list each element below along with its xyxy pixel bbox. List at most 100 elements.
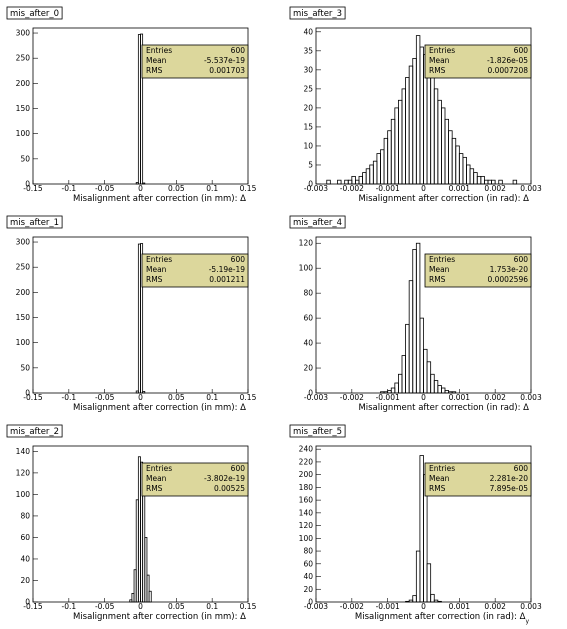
x-tick-label: 0.003 [520, 184, 542, 193]
x-tick-label: -0.05 [95, 184, 115, 193]
x-tick-label: -0.1 [62, 602, 77, 611]
x-tick-label: 0.002 [484, 393, 506, 402]
x-axis-label: Misalignment after correction (in mm): Δ [73, 403, 246, 413]
x-axis-label: Misalignment after correction (in rad): … [355, 612, 530, 625]
y-tick-label: 40 [303, 27, 313, 36]
x-tick-label: 0 [421, 184, 426, 193]
x-axis-label-text: Misalignment after correction (in mm): Δ [73, 403, 246, 413]
stats-label: Entries [429, 464, 455, 473]
histogram-panel: -0.15 -0.1 -0.05 0 0.05 0.1 0.15 0 50 100 150 200 25… [6, 215, 257, 413]
y-tick-label: 100 [299, 534, 314, 543]
y-tick-label: 80 [303, 289, 313, 298]
stats-value: 1.753e-20 [490, 265, 529, 274]
x-tick-label: -0.15 [23, 184, 43, 193]
y-tick-label: 0 [25, 389, 30, 398]
x-axis-label-text: Misalignment after correction (in rad): … [358, 194, 529, 204]
histogram-panel: -0.003 -0.002 -0.001 0 0.001 0.002 0.003 0 20 40 6… [289, 215, 542, 413]
y-tick-label: 100 [16, 490, 31, 499]
stats-label: Mean [429, 474, 450, 483]
histogram-bar [146, 574, 150, 603]
x-tick-label: 0 [421, 393, 426, 402]
histogram-bar [144, 537, 148, 603]
y-tick-label: 120 [299, 521, 314, 530]
y-tick-label: 300 [16, 29, 31, 38]
panel-title: mis_after_4 [293, 218, 342, 228]
stats-label: Mean [146, 474, 167, 483]
y-tick-label: 5 [308, 160, 313, 169]
x-axis-label: Misalignment after correction (in mm): Δ [73, 194, 246, 204]
stats-label: RMS [146, 275, 163, 284]
stats-value: -5.537e-19 [204, 56, 245, 65]
y-tick-label: 120 [16, 468, 31, 477]
y-tick-label: 300 [16, 238, 31, 247]
y-tick-label: 160 [299, 496, 314, 505]
x-axis-label: Misalignment after correction (in rad): … [358, 194, 529, 204]
panel-title: mis_after_0 [10, 9, 59, 19]
x-tick-label: 0 [138, 184, 143, 193]
stats-label: RMS [429, 275, 446, 284]
x-tick-label: -0.05 [95, 393, 115, 402]
x-tick-label: 0.15 [240, 393, 257, 402]
stats-value: 0.0007208 [487, 66, 528, 75]
stats-box [424, 44, 532, 79]
stats-label: Entries [146, 46, 172, 55]
y-tick-label: 140 [299, 508, 314, 517]
y-tick-label: 35 [303, 46, 313, 55]
x-axis-label-text: Misalignment after correction (in mm): Δ [73, 612, 246, 622]
stats-label: Mean [146, 265, 167, 274]
x-tick-label: -0.15 [23, 393, 43, 402]
title-box [6, 424, 63, 438]
x-tick-label: 0.002 [484, 602, 506, 611]
stats-value: 600 [231, 255, 246, 264]
histogram-bar [430, 593, 435, 603]
y-tick-label: 150 [16, 313, 31, 322]
y-tick-label: 20 [303, 585, 313, 594]
x-tick-label: 0.05 [168, 602, 185, 611]
stats-value: 600 [514, 46, 529, 55]
x-tick-label: 0.003 [520, 602, 542, 611]
x-tick-label: -0.002 [340, 393, 364, 402]
x-tick-label: 0.003 [520, 393, 542, 402]
x-tick-label: -0.05 [95, 602, 115, 611]
stats-value: 0.001211 [209, 275, 245, 284]
y-tick-label: 50 [20, 154, 30, 163]
title-box [289, 6, 346, 20]
stats-value: -3.802e-19 [204, 474, 245, 483]
histogram-bar [405, 600, 410, 603]
y-tick-label: 20 [303, 364, 313, 373]
stats-box [141, 462, 249, 497]
x-tick-label: 0.002 [484, 184, 506, 193]
stats-label: Entries [429, 46, 455, 55]
stats-value: 600 [514, 255, 529, 264]
x-tick-label: 0 [138, 393, 143, 402]
title-box [289, 424, 346, 438]
x-tick-label: 0.1 [206, 602, 218, 611]
y-tick-label: 100 [299, 264, 314, 273]
y-tick-label: 0 [308, 389, 313, 398]
x-tick-label: 0.05 [168, 393, 185, 402]
x-axis-label-text: Misalignment after correction (in rad): … [358, 403, 529, 413]
y-tick-label: 0 [25, 180, 30, 189]
stats-box [141, 44, 249, 79]
x-axis-label-text: Misalignment after correction (in rad): … [355, 612, 526, 622]
y-tick-label: 140 [16, 447, 31, 456]
stats-label: Mean [146, 56, 167, 65]
x-tick-label: -0.001 [376, 184, 400, 193]
y-tick-label: 60 [303, 559, 313, 568]
x-tick-label: 0.05 [168, 184, 185, 193]
x-tick-label: -0.15 [23, 602, 43, 611]
x-tick-label: -0.003 [304, 393, 328, 402]
histogram-bar [148, 590, 152, 603]
panel-title: mis_after_1 [10, 218, 59, 228]
stats-value: 600 [514, 464, 529, 473]
stats-value: -5.19e-19 [209, 265, 245, 274]
y-tick-label: 120 [299, 239, 314, 248]
stats-label: Entries [146, 464, 172, 473]
y-tick-label: 80 [303, 547, 313, 556]
stats-value: 600 [231, 46, 246, 55]
x-tick-label: -0.002 [340, 602, 364, 611]
histogram-panel: -0.003 -0.002 -0.001 0 0.001 0.002 0.003 0 20 40 6… [289, 424, 542, 625]
y-tick-label: 150 [16, 104, 31, 113]
y-tick-label: 100 [16, 129, 31, 138]
x-tick-label: 0.001 [449, 184, 471, 193]
